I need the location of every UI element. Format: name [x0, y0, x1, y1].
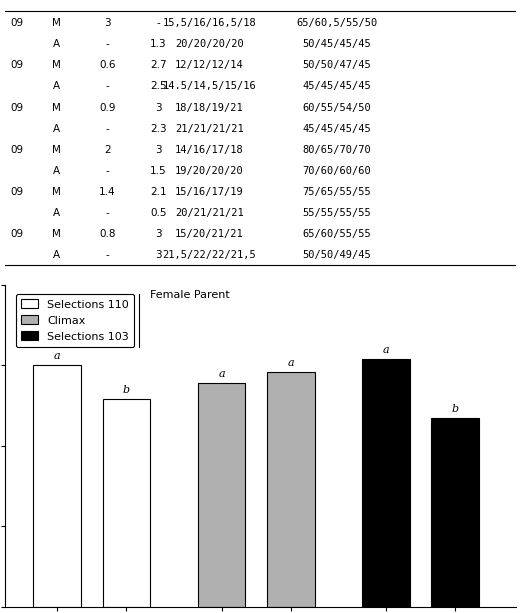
- Text: 0.6: 0.6: [99, 60, 116, 70]
- Text: A: A: [53, 39, 60, 49]
- Text: 3: 3: [104, 18, 110, 28]
- Text: M: M: [52, 18, 61, 28]
- Text: 50/50/49/45: 50/50/49/45: [303, 250, 371, 261]
- Text: 15/20/21/21: 15/20/21/21: [175, 229, 244, 239]
- Text: 50/50/47/45: 50/50/47/45: [303, 60, 371, 70]
- Text: 15/16/17/19: 15/16/17/19: [175, 187, 244, 197]
- Text: A: A: [53, 82, 60, 91]
- Text: M: M: [52, 187, 61, 197]
- Text: 20/21/21/21: 20/21/21/21: [175, 208, 244, 218]
- Text: 75/65/55/55: 75/65/55/55: [303, 187, 371, 197]
- Text: M: M: [52, 102, 61, 113]
- Text: -: -: [105, 208, 109, 218]
- Text: 1.3: 1.3: [150, 39, 167, 49]
- Text: b: b: [452, 405, 459, 414]
- Text: a: a: [382, 345, 389, 355]
- Text: 20/20/20/20: 20/20/20/20: [175, 39, 244, 49]
- Text: 80/65/70/70: 80/65/70/70: [303, 145, 371, 154]
- Text: 09: 09: [10, 187, 23, 197]
- Text: 55/55/55/55: 55/55/55/55: [303, 208, 371, 218]
- Bar: [103, 399, 150, 607]
- Text: a: a: [218, 369, 225, 379]
- Text: 65/60/55/55: 65/60/55/55: [303, 229, 371, 239]
- Text: A: A: [53, 124, 60, 134]
- Text: 14.5/14,5/15/16: 14.5/14,5/15/16: [163, 82, 256, 91]
- Text: -: -: [105, 124, 109, 134]
- Text: Female Parent: Female Parent: [150, 289, 229, 300]
- Bar: [33, 365, 81, 607]
- Text: 2: 2: [104, 145, 110, 154]
- Text: -: -: [105, 250, 109, 261]
- Text: a: a: [54, 351, 60, 361]
- Text: 09: 09: [10, 229, 23, 239]
- Text: 12/12/12/14: 12/12/12/14: [175, 60, 244, 70]
- Text: 60/55/54/50: 60/55/54/50: [303, 102, 371, 113]
- Text: 09: 09: [10, 102, 23, 113]
- Bar: [431, 419, 479, 607]
- Text: 3: 3: [155, 229, 162, 239]
- Text: 3: 3: [155, 250, 162, 261]
- Text: 2.5: 2.5: [150, 82, 167, 91]
- Text: 45/45/45/45: 45/45/45/45: [303, 82, 371, 91]
- Text: 45/45/45/45: 45/45/45/45: [303, 124, 371, 134]
- Text: 21/21/21/21: 21/21/21/21: [175, 124, 244, 134]
- Text: 15,5/16/16,5/18: 15,5/16/16,5/18: [163, 18, 256, 28]
- Text: a: a: [288, 358, 294, 368]
- Text: -: -: [105, 166, 109, 176]
- Text: 19/20/20/20: 19/20/20/20: [175, 166, 244, 176]
- Text: 09: 09: [10, 60, 23, 70]
- Text: 09: 09: [10, 18, 23, 28]
- Text: b: b: [123, 385, 130, 395]
- Text: 0.5: 0.5: [150, 208, 167, 218]
- Text: A: A: [53, 208, 60, 218]
- Text: -: -: [105, 82, 109, 91]
- Text: 0.8: 0.8: [99, 229, 116, 239]
- Text: 18/18/19/21: 18/18/19/21: [175, 102, 244, 113]
- Text: 70/60/60/60: 70/60/60/60: [303, 166, 371, 176]
- Text: 3: 3: [155, 102, 162, 113]
- Text: M: M: [52, 60, 61, 70]
- Text: 1.4: 1.4: [99, 187, 116, 197]
- Legend: Selections 110, Climax, Selections 103: Selections 110, Climax, Selections 103: [16, 294, 134, 347]
- Text: 21,5/22/22/21,5: 21,5/22/22/21,5: [163, 250, 256, 261]
- Text: 2.7: 2.7: [150, 60, 167, 70]
- Bar: [267, 372, 315, 607]
- Text: 0.9: 0.9: [99, 102, 116, 113]
- Text: M: M: [52, 145, 61, 154]
- Text: 14/16/17/18: 14/16/17/18: [175, 145, 244, 154]
- Text: A: A: [53, 166, 60, 176]
- Text: 3: 3: [155, 145, 162, 154]
- Text: -: -: [105, 39, 109, 49]
- Text: 50/45/45/45: 50/45/45/45: [303, 39, 371, 49]
- Text: 65/60,5/55/50: 65/60,5/55/50: [296, 18, 378, 28]
- Text: 2.1: 2.1: [150, 187, 167, 197]
- Text: a: a: [10, 283, 17, 294]
- Text: M: M: [52, 229, 61, 239]
- Bar: [198, 383, 245, 607]
- Text: 09: 09: [10, 145, 23, 154]
- Text: -: -: [156, 18, 160, 28]
- Text: 2.3: 2.3: [150, 124, 167, 134]
- Text: 1.5: 1.5: [150, 166, 167, 176]
- Bar: [362, 359, 410, 607]
- Text: A: A: [53, 250, 60, 261]
